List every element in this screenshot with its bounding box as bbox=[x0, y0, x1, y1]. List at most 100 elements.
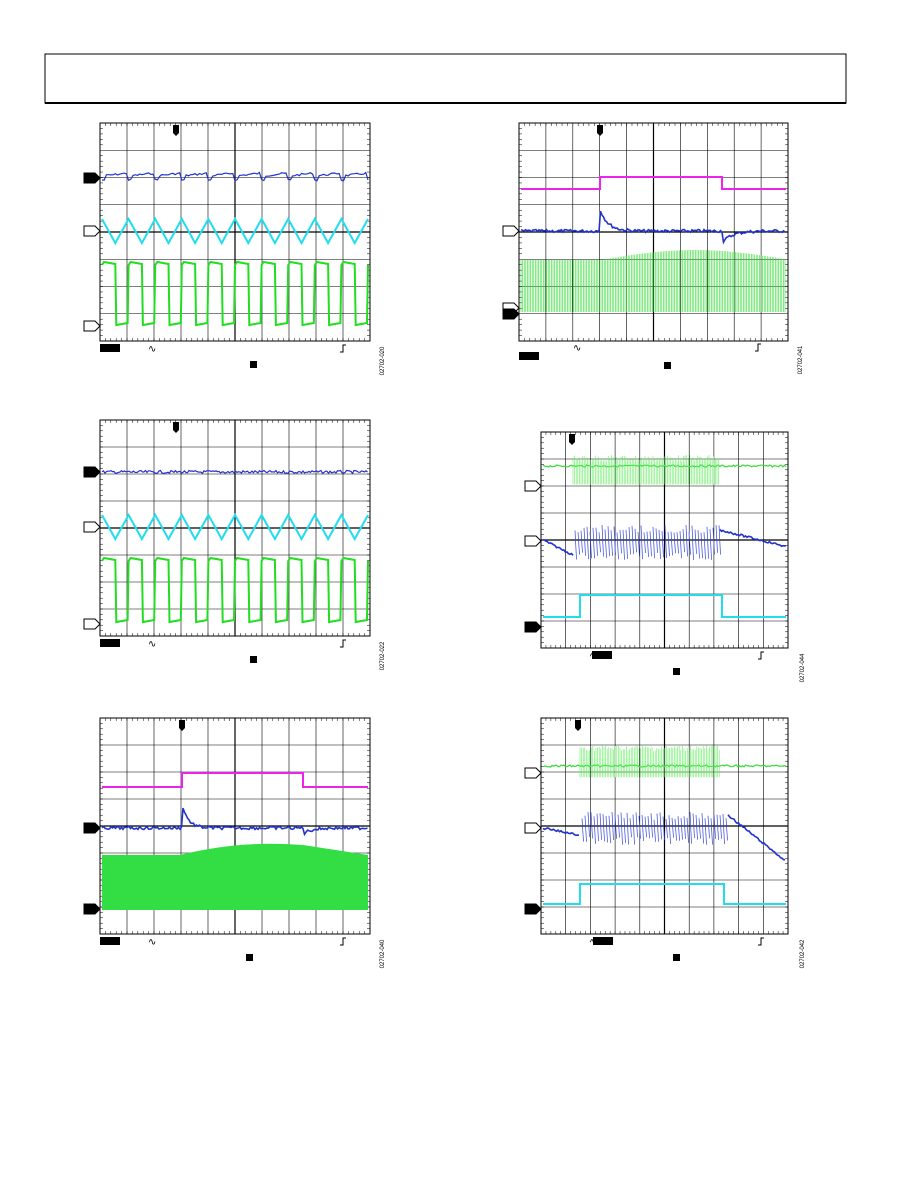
burst bbox=[680, 818, 683, 840]
burst bbox=[710, 818, 713, 845]
burst bbox=[713, 814, 716, 839]
burst bbox=[703, 532, 706, 560]
channel-marker bbox=[83, 618, 101, 630]
channel-box bbox=[100, 639, 120, 647]
figure-id: 02702-042 bbox=[800, 939, 806, 968]
trace bbox=[542, 827, 580, 837]
channel-box bbox=[519, 352, 539, 360]
burst bbox=[638, 815, 641, 839]
burst bbox=[608, 815, 611, 844]
burst bbox=[592, 527, 595, 559]
channel-marker bbox=[502, 308, 520, 320]
burst bbox=[580, 530, 583, 553]
channel-marker bbox=[524, 767, 542, 779]
burst bbox=[625, 529, 628, 559]
burst bbox=[607, 526, 610, 557]
burst bbox=[601, 525, 604, 557]
burst bbox=[640, 525, 643, 560]
burst bbox=[589, 531, 592, 559]
trigger-marker bbox=[569, 434, 575, 445]
burst bbox=[719, 815, 722, 839]
trace bbox=[101, 512, 369, 542]
burst bbox=[634, 528, 637, 553]
trace bbox=[520, 210, 786, 245]
burst bbox=[653, 819, 656, 842]
edge-symbol bbox=[340, 639, 346, 648]
coupling-symbol: ∿ bbox=[148, 639, 156, 650]
trigger-marker bbox=[575, 720, 581, 731]
figure-id: 02702-044 bbox=[800, 653, 806, 682]
burst bbox=[709, 529, 712, 560]
scale-box bbox=[673, 954, 680, 961]
burst bbox=[712, 527, 715, 555]
trace bbox=[101, 556, 369, 624]
burst bbox=[679, 531, 682, 559]
trigger-marker bbox=[173, 422, 179, 433]
burst bbox=[637, 532, 640, 557]
channel-box bbox=[100, 937, 120, 945]
edge-symbol bbox=[758, 651, 764, 660]
burst bbox=[689, 811, 692, 844]
burst bbox=[698, 818, 701, 839]
burst bbox=[647, 816, 650, 839]
scale-box bbox=[673, 668, 680, 675]
burst bbox=[584, 815, 587, 842]
burst bbox=[676, 532, 679, 554]
channel-box bbox=[592, 651, 612, 659]
channel-marker bbox=[524, 903, 542, 915]
burst bbox=[577, 532, 580, 555]
burst bbox=[587, 812, 590, 838]
burst bbox=[704, 818, 707, 845]
edge-symbol bbox=[340, 937, 346, 946]
burst bbox=[602, 814, 605, 842]
burst bbox=[581, 818, 584, 842]
header-box bbox=[44, 53, 847, 104]
burst bbox=[700, 532, 703, 559]
burst bbox=[635, 812, 638, 838]
edge-symbol bbox=[758, 937, 764, 946]
burst bbox=[596, 813, 599, 842]
burst bbox=[586, 526, 589, 560]
burst bbox=[593, 816, 596, 844]
burst bbox=[613, 526, 616, 555]
burst bbox=[697, 530, 700, 559]
burst bbox=[619, 530, 622, 554]
channel-marker bbox=[524, 822, 542, 834]
trigger-marker bbox=[179, 720, 185, 731]
trace bbox=[543, 594, 786, 618]
trace bbox=[101, 260, 369, 327]
burst bbox=[623, 817, 626, 843]
scale-box bbox=[250, 361, 257, 368]
trace bbox=[542, 538, 574, 556]
burst bbox=[694, 529, 697, 554]
burst bbox=[715, 525, 718, 553]
figure-id: 02702-022 bbox=[380, 641, 386, 670]
scale-box bbox=[664, 362, 671, 369]
burst bbox=[614, 813, 617, 839]
burst bbox=[611, 812, 614, 840]
burst bbox=[667, 531, 670, 557]
burst bbox=[725, 818, 728, 841]
burst bbox=[641, 814, 644, 842]
burst bbox=[617, 814, 620, 838]
coupling-symbol: ∿ bbox=[573, 343, 581, 354]
burst bbox=[628, 527, 631, 555]
trace bbox=[543, 883, 786, 905]
burst bbox=[598, 532, 601, 553]
edge-symbol bbox=[755, 343, 761, 352]
burst bbox=[632, 814, 635, 845]
burst bbox=[644, 816, 647, 838]
trace bbox=[102, 772, 368, 788]
burst bbox=[706, 526, 709, 559]
burst bbox=[686, 817, 689, 843]
channel-marker bbox=[83, 903, 101, 915]
burst bbox=[631, 525, 634, 555]
channel-marker bbox=[502, 225, 520, 237]
burst bbox=[574, 530, 577, 560]
burst bbox=[670, 531, 673, 556]
burst bbox=[685, 525, 688, 557]
channel-marker bbox=[83, 320, 101, 332]
burst bbox=[659, 812, 662, 840]
trace bbox=[101, 469, 368, 475]
